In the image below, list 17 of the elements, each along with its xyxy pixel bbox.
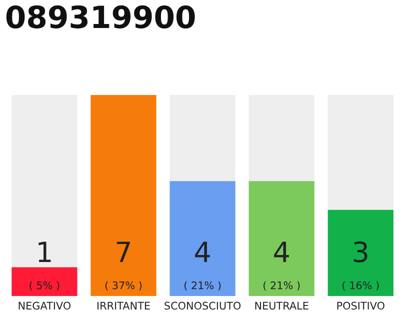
data-label: 4 (274, 242, 289, 262)
x-tick-label: IRRITANTE (97, 302, 150, 310)
x-tick-label: NEGATIVO (18, 302, 71, 310)
annotation: ( 21% ) (184, 281, 221, 291)
chart-title: 089319900 (6, 5, 195, 28)
annotation: ( 37% ) (105, 281, 142, 291)
x-tick-label: NEUTRALE (255, 302, 308, 310)
x-tick-label: POSITIVO (337, 302, 384, 310)
data-label: 3 (354, 241, 368, 262)
annotation: ( 21% ) (264, 281, 300, 291)
data-label: 1 (38, 242, 51, 262)
x-tick-label: SCONOSCIUTO (164, 302, 241, 310)
bar (12, 267, 78, 296)
data-label: 7 (116, 242, 130, 262)
data-label: 4 (195, 242, 210, 262)
annotation: ( 16% ) (342, 281, 379, 291)
annotation: ( 5% ) (30, 281, 60, 291)
